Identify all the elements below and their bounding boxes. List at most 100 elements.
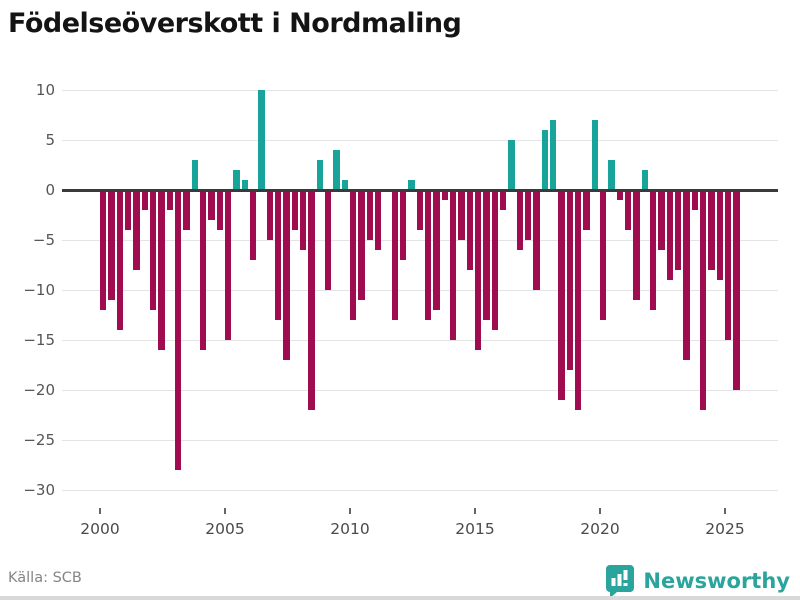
y-axis-label: 5 bbox=[45, 131, 55, 149]
bar-negative bbox=[583, 190, 590, 230]
bar-positive bbox=[191, 160, 198, 190]
x-axis-tick bbox=[474, 508, 476, 514]
y-axis-label: −5 bbox=[32, 231, 55, 249]
x-axis-tick bbox=[349, 508, 351, 514]
bar-negative bbox=[350, 190, 357, 320]
x-axis-label: 2020 bbox=[580, 520, 620, 538]
bar-negative bbox=[500, 190, 507, 210]
bar-negative bbox=[616, 190, 623, 200]
bar-negative bbox=[375, 190, 382, 250]
newsworthy-brand[interactable]: Newsworthy bbox=[605, 564, 790, 598]
bar-negative bbox=[475, 190, 482, 350]
bar-negative bbox=[683, 190, 690, 360]
bar-negative bbox=[433, 190, 440, 310]
bar-negative bbox=[250, 190, 257, 260]
bar-negative bbox=[283, 190, 290, 360]
bottom-border bbox=[0, 596, 800, 600]
y-axis-label: −30 bbox=[23, 481, 55, 499]
bar-negative bbox=[691, 190, 698, 210]
bar-negative bbox=[266, 190, 273, 240]
bar-negative bbox=[416, 190, 423, 230]
gridline bbox=[62, 490, 778, 491]
x-axis-label: 2025 bbox=[705, 520, 745, 538]
x-axis-tick bbox=[724, 508, 726, 514]
bar-negative bbox=[391, 190, 398, 320]
x-axis-tick bbox=[599, 508, 601, 514]
newsworthy-logo-icon bbox=[605, 564, 635, 598]
bar-negative bbox=[141, 190, 148, 210]
x-axis-label: 2000 bbox=[80, 520, 120, 538]
bar-negative bbox=[441, 190, 448, 200]
bar-positive bbox=[341, 180, 348, 190]
bar-negative bbox=[366, 190, 373, 240]
gridline bbox=[62, 290, 778, 291]
bar-negative bbox=[633, 190, 640, 300]
bar-negative bbox=[133, 190, 140, 270]
bar-negative bbox=[450, 190, 457, 340]
bar-negative bbox=[516, 190, 523, 250]
bar-negative bbox=[175, 190, 182, 470]
gridline bbox=[62, 240, 778, 241]
x-axis-label: 2010 bbox=[330, 520, 370, 538]
bar-negative bbox=[425, 190, 432, 320]
gridline bbox=[62, 140, 778, 141]
bar-negative bbox=[491, 190, 498, 330]
y-axis-label: 10 bbox=[35, 81, 55, 99]
bar-negative bbox=[600, 190, 607, 320]
bar-negative bbox=[558, 190, 565, 400]
x-axis-tick bbox=[224, 508, 226, 514]
x-axis-label: 2005 bbox=[205, 520, 245, 538]
bar-negative bbox=[200, 190, 207, 350]
bar-negative bbox=[150, 190, 157, 310]
source-note: Källa: SCB bbox=[8, 570, 82, 586]
bar-positive bbox=[608, 160, 615, 190]
bar-positive bbox=[641, 170, 648, 190]
bar-positive bbox=[333, 150, 340, 190]
bar-negative bbox=[650, 190, 657, 310]
bar-negative bbox=[208, 190, 215, 220]
bar-negative bbox=[525, 190, 532, 240]
bar-negative bbox=[183, 190, 190, 230]
gridline bbox=[62, 390, 778, 391]
y-axis-label: −20 bbox=[23, 381, 55, 399]
bar-negative bbox=[275, 190, 282, 320]
bar-positive bbox=[508, 140, 515, 190]
bar-negative bbox=[566, 190, 573, 370]
x-axis-label: 2015 bbox=[455, 520, 495, 538]
bar-negative bbox=[358, 190, 365, 300]
bar-negative bbox=[325, 190, 332, 290]
bar-negative bbox=[725, 190, 732, 340]
bar-negative bbox=[225, 190, 232, 340]
bar-negative bbox=[158, 190, 165, 350]
bar-positive bbox=[541, 130, 548, 190]
bar-positive bbox=[241, 180, 248, 190]
bar-negative bbox=[700, 190, 707, 410]
bar-negative bbox=[308, 190, 315, 410]
bar-positive bbox=[408, 180, 415, 190]
bar-negative bbox=[708, 190, 715, 270]
bar-negative bbox=[108, 190, 115, 300]
bar-negative bbox=[125, 190, 132, 230]
bar-negative bbox=[300, 190, 307, 250]
bar-negative bbox=[658, 190, 665, 250]
newsworthy-wordmark: Newsworthy bbox=[643, 569, 790, 593]
page-title: Födelseöverskott i Nordmaling bbox=[8, 8, 462, 39]
bar-positive bbox=[233, 170, 240, 190]
gridline bbox=[62, 340, 778, 341]
bar-negative bbox=[716, 190, 723, 280]
bar-negative bbox=[666, 190, 673, 280]
bar-negative bbox=[733, 190, 740, 390]
bar-positive bbox=[258, 90, 265, 190]
gridline bbox=[62, 440, 778, 441]
bar-negative bbox=[575, 190, 582, 410]
bar-negative bbox=[625, 190, 632, 230]
bar-negative bbox=[675, 190, 682, 270]
bar-negative bbox=[100, 190, 107, 310]
bar-negative bbox=[483, 190, 490, 320]
y-axis-label: 0 bbox=[45, 181, 55, 199]
x-axis-tick bbox=[99, 508, 101, 514]
bar-negative bbox=[216, 190, 223, 230]
bar-positive bbox=[550, 120, 557, 190]
bar-negative bbox=[466, 190, 473, 270]
